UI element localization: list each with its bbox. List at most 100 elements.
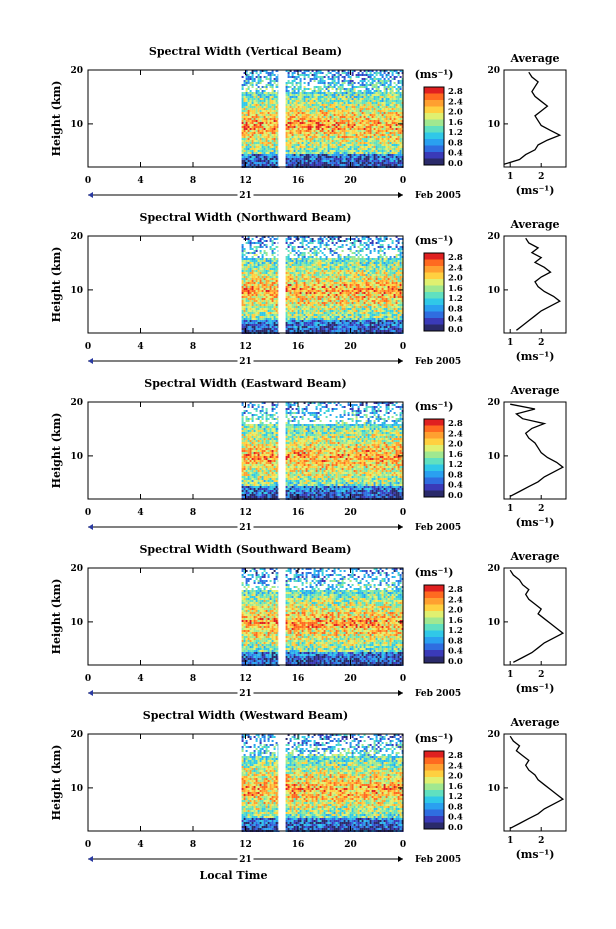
heatmap-cell <box>355 120 358 122</box>
heatmap-cell <box>267 146 270 148</box>
heatmap-cell <box>361 126 364 128</box>
heatmap-cell <box>345 100 348 102</box>
heatmap-cell <box>323 94 326 96</box>
heatmap-cell <box>249 314 252 316</box>
heatmap-cell <box>399 136 402 138</box>
heatmap-cell <box>289 104 292 106</box>
heatmap-cell <box>253 158 256 160</box>
heatmap-cell <box>355 164 358 166</box>
heatmap-cell <box>327 134 330 136</box>
heatmap-cell <box>365 88 368 90</box>
heatmap-cell <box>287 124 290 126</box>
heatmap-cell <box>269 120 272 122</box>
heatmap-cell <box>357 136 360 138</box>
heatmap-cell <box>275 144 278 146</box>
heatmap-cell <box>261 304 264 306</box>
heatmap-cell <box>297 312 300 314</box>
heatmap-cell <box>323 142 326 144</box>
heatmap-cell <box>267 110 270 112</box>
heatmap-cell <box>291 328 294 330</box>
heatmap-cell <box>327 114 330 116</box>
heatmap-cell <box>273 320 276 322</box>
heatmap-cell <box>333 114 336 116</box>
heatmap-cell <box>369 90 372 92</box>
heatmap-cell <box>263 320 266 322</box>
heatmap-cell <box>371 108 374 110</box>
heatmap-cell <box>357 120 360 122</box>
heatmap-cell <box>393 124 396 126</box>
heatmap-cell <box>343 156 346 158</box>
heatmap-cell <box>257 140 260 142</box>
heatmap-cell <box>385 126 388 128</box>
heatmap-cell <box>241 152 244 154</box>
heatmap-cell <box>243 272 246 274</box>
heatmap-cell <box>375 98 378 100</box>
heatmap-cell <box>337 128 340 130</box>
heatmap-cell <box>327 160 330 162</box>
heatmap-cell <box>385 92 388 94</box>
heatmap-cell <box>397 110 400 112</box>
heatmap-cell <box>241 236 244 238</box>
heatmap-cell <box>261 284 264 286</box>
heatmap-cell <box>285 132 288 134</box>
heatmap-cell <box>273 326 276 328</box>
heatmap-cell <box>249 280 252 282</box>
heatmap-cell <box>313 138 316 140</box>
heatmap-cell <box>291 312 294 314</box>
heatmap-cell <box>379 72 382 74</box>
heatmap-cell <box>267 236 270 238</box>
heatmap-cell <box>353 70 356 72</box>
heatmap-cell <box>267 132 270 134</box>
heatmap-cell <box>299 260 302 262</box>
heatmap-cell <box>301 318 304 320</box>
heatmap-cell <box>381 164 384 166</box>
heatmap-cell <box>297 304 300 306</box>
heatmap-cell <box>301 160 304 162</box>
heatmap-cell <box>393 76 396 78</box>
heatmap-cell <box>325 106 328 108</box>
heatmap-cell <box>245 132 248 134</box>
heatmap-cell <box>269 268 272 270</box>
heatmap-cell <box>295 292 298 294</box>
heatmap-cell <box>297 330 300 332</box>
heatmap-cell <box>387 134 390 136</box>
heatmap-cell <box>267 322 270 324</box>
heatmap-cell <box>391 114 394 116</box>
heatmap-cell <box>287 286 290 288</box>
heatmap-cell <box>249 108 252 110</box>
heatmap-cell <box>247 118 250 120</box>
heatmap-cell <box>373 132 376 134</box>
heatmap-cell <box>307 88 310 90</box>
heatmap-cell <box>303 304 306 306</box>
heatmap-cell <box>255 150 258 152</box>
heatmap-cell <box>351 104 354 106</box>
heatmap-cell <box>379 74 382 76</box>
heatmap-cell <box>295 328 298 330</box>
heatmap-cell <box>317 140 320 142</box>
heatmap-cell <box>373 126 376 128</box>
heatmap-cell <box>303 296 306 298</box>
heatmap-cell <box>241 280 244 282</box>
heatmap-cell <box>243 312 246 314</box>
heatmap-cell <box>301 72 304 74</box>
heatmap-cell <box>297 320 300 322</box>
heatmap-cell <box>349 104 352 106</box>
heatmap-cell <box>269 148 272 150</box>
heatmap-cell <box>249 114 252 116</box>
heatmap-cell <box>245 78 248 80</box>
heatmap-cell <box>285 122 288 124</box>
heatmap-cell <box>301 292 304 294</box>
heatmap-cell <box>247 306 250 308</box>
heatmap-cell <box>347 148 350 150</box>
heatmap-cell <box>343 70 346 72</box>
heatmap-cell <box>295 324 298 326</box>
heatmap-cell <box>399 142 402 144</box>
heatmap-cell <box>341 134 344 136</box>
heatmap-cell <box>251 148 254 150</box>
heatmap-cell <box>295 238 298 240</box>
heatmap-cell <box>351 70 354 72</box>
heatmap-cell <box>303 324 306 326</box>
heatmap-cell <box>327 116 330 118</box>
heatmap-cell <box>361 94 364 96</box>
heatmap-cell <box>285 318 288 320</box>
